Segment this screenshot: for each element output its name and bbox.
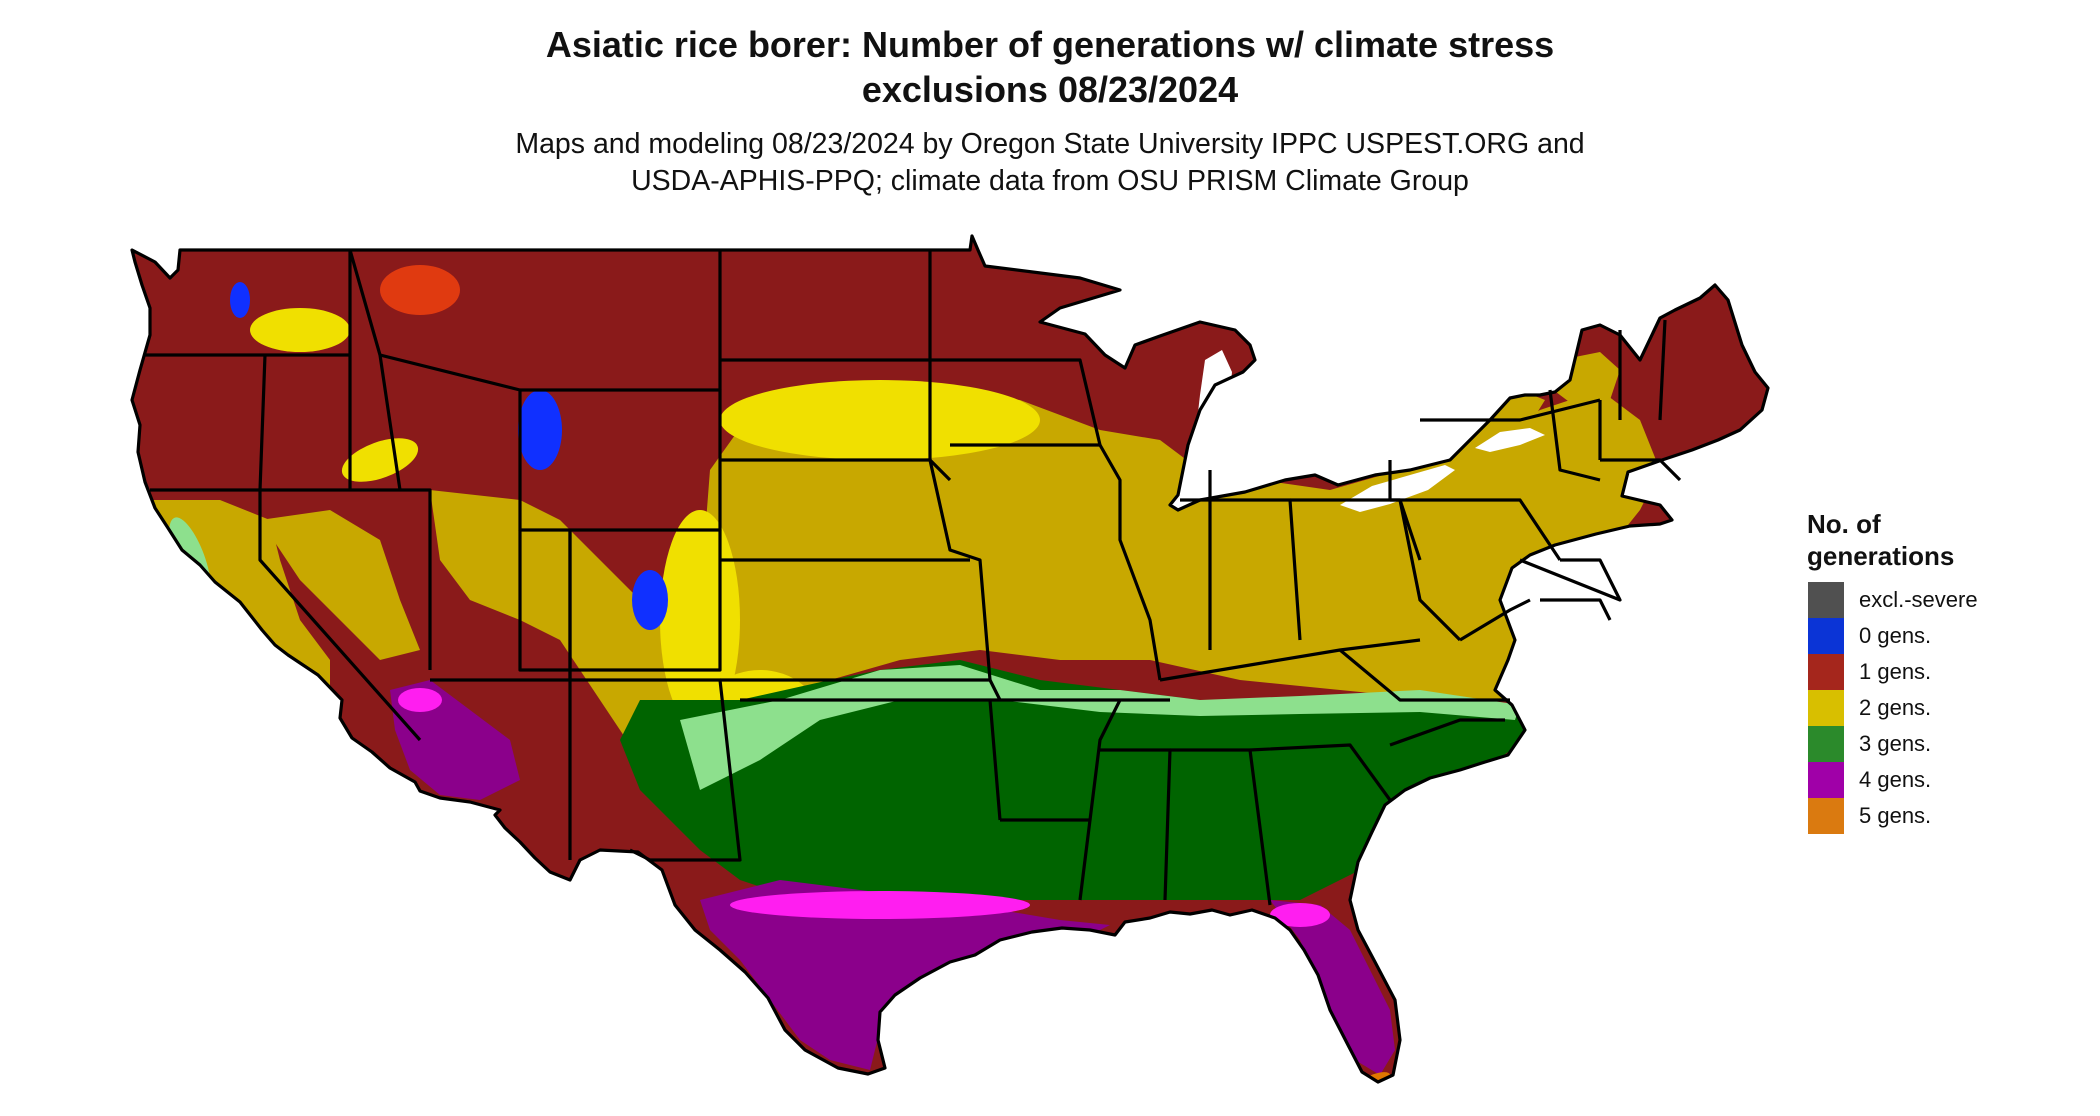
state-borders [130, 234, 1770, 1084]
state-border-44 [1519, 558, 1622, 602]
state-border-45 [1540, 598, 1612, 621]
region-4-gen-light-florida [1270, 903, 1330, 927]
legend-item-0-gens: 0 gens. [1808, 618, 1931, 654]
state-border-20 [928, 459, 992, 681]
region-0-gen-wyoming [518, 390, 562, 470]
title-line-1: Asiatic rice borer: Number of generation… [545, 24, 1555, 65]
region-0-gen-colorado [632, 570, 668, 630]
legend-label: 5 gens. [1859, 803, 1932, 828]
region-2-gen-light-idaho [341, 438, 419, 482]
legend-item-2-gens: 2 gens. [1808, 690, 1931, 726]
legend-swatch [1808, 582, 1844, 618]
legend-label: 1 gens. [1859, 659, 1932, 684]
legend-label: 2 gens. [1859, 695, 1932, 720]
region-4-gen-florida [1270, 900, 1395, 1075]
legend-title-line-2: generations [1807, 541, 1955, 571]
state-border-35 [1338, 648, 1510, 702]
region-0-gen-cascades [230, 282, 250, 318]
region-2-gen-nevada [260, 510, 420, 660]
region-4-gen-light-arizona [398, 688, 442, 712]
state-border-4 [258, 490, 422, 742]
legend-label: 4 gens. [1859, 767, 1932, 792]
legend-item-5-gens: 5 gens. [1808, 798, 1931, 834]
legend-swatch [1808, 798, 1844, 834]
region-4-gen-light-gulf [730, 891, 1030, 919]
legend-label: 3 gens. [1859, 731, 1932, 756]
legend-item-4-gens: 4 gens. [1808, 762, 1931, 798]
region-2-gen-light-washington [250, 308, 350, 352]
legend-label: excl.-severe [1859, 587, 1978, 612]
state-border-34 [1159, 638, 1421, 682]
state-border-11 [570, 678, 742, 862]
state-border-28 [1249, 743, 1392, 801]
legend-swatch [1808, 690, 1844, 726]
state-border-21 [930, 358, 1102, 447]
state-border-46 [1459, 598, 1531, 642]
title-line-2: exclusions 08/23/2024 [861, 69, 1239, 110]
region-2-gen-utah [430, 490, 720, 760]
state-border-33 [1398, 499, 1462, 642]
state-border-19 [988, 679, 1002, 701]
us-outline [130, 234, 1770, 1084]
legend-label: 0 gens. [1859, 623, 1932, 648]
state-border-8 [430, 388, 722, 682]
state-border-22 [1098, 444, 1162, 681]
region-2-gen-light-dakotas [720, 380, 1040, 460]
legend-title: No. of generations [1807, 508, 1954, 572]
region-4-gen-texas [700, 880, 1110, 1070]
region-3-gen-light [680, 665, 1520, 790]
legend-item-excl-severe: excl.-severe [1808, 582, 1978, 618]
state-border-39 [1548, 389, 1601, 482]
subtitle-line-2: USDA-APHIS-PPQ; climate data from OSU PR… [631, 165, 1469, 197]
state-border-38 [1420, 398, 1601, 422]
legend-swatch [1808, 654, 1844, 690]
state-border-42 [1658, 319, 1667, 421]
legend-swatch [1808, 762, 1844, 798]
state-border-36 [1389, 718, 1505, 747]
state-border-3 [350, 488, 432, 670]
legend-item-3-gens: 3 gens. [1808, 726, 1931, 762]
state-border-37 [1390, 498, 1562, 561]
legend-item-1-gens: 1 gens. [1808, 654, 1931, 690]
legend-swatch [1808, 726, 1844, 762]
region-1-gen-warm-idaho [380, 265, 460, 315]
region-3-gen-south [620, 660, 1525, 900]
subtitle-line-1: Maps and modeling 08/23/2024 by Oregon S… [515, 128, 1585, 160]
legend-swatch [1808, 618, 1844, 654]
state-border-43 [1600, 458, 1682, 482]
state-border-9 [518, 530, 722, 672]
legend-title-line-1: No. of [1807, 509, 1881, 539]
state-border-7 [379, 353, 570, 532]
state-border-25 [1088, 699, 1122, 821]
